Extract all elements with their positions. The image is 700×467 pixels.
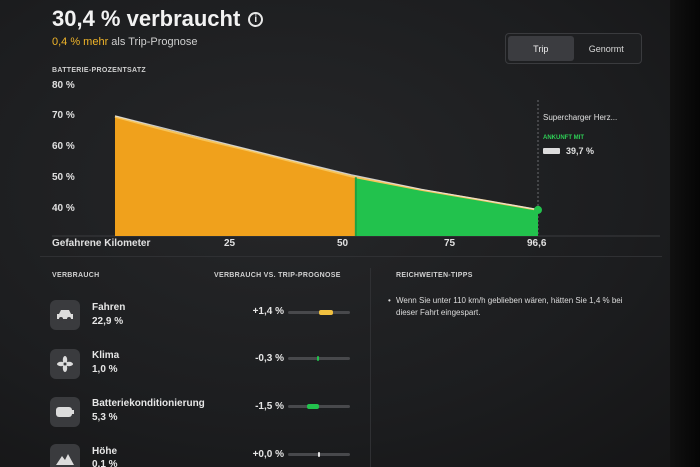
row-value: 22,9 % bbox=[92, 316, 124, 327]
row-label: Höhe bbox=[92, 446, 117, 457]
page-title: 30,4 % verbraucht i bbox=[52, 6, 264, 32]
diff-bar bbox=[288, 452, 350, 457]
diff-bar bbox=[288, 356, 350, 361]
tab-genormt[interactable]: Genormt bbox=[588, 43, 624, 54]
consumption-section-label: VERBRAUCH bbox=[52, 272, 100, 279]
diff-bar bbox=[288, 404, 350, 409]
remaining-energy-area bbox=[355, 177, 538, 236]
x-tick-label: 25 bbox=[224, 238, 236, 249]
row-label: Klima bbox=[92, 350, 120, 361]
car-icon bbox=[50, 300, 80, 330]
arrival-point[interactable] bbox=[534, 205, 542, 214]
mountain-icon bbox=[50, 444, 80, 467]
row-diff: +0,0 % bbox=[252, 449, 284, 460]
y-tick-label: 40 % bbox=[52, 203, 75, 214]
used-energy-area bbox=[115, 116, 356, 236]
fan-icon bbox=[50, 349, 80, 379]
trip-forecast-delta: 0,4 % mehr als Trip-Prognose bbox=[52, 36, 198, 48]
battery-icon bbox=[50, 397, 80, 427]
arrival-label: ANKUNFT MIT bbox=[543, 135, 584, 141]
battery-level-icon bbox=[543, 148, 560, 154]
diff-bar-fill bbox=[317, 356, 320, 361]
compare-section-label: VERBRAUCH VS. TRIP-PROGNOSE bbox=[214, 272, 341, 279]
divider bbox=[40, 256, 662, 257]
range-tip: • Wenn Sie unter 110 km/h geblieben wäre… bbox=[388, 296, 623, 317]
arrival-value: 39,7 % bbox=[543, 146, 594, 156]
row-diff: -0,3 % bbox=[255, 353, 284, 364]
row-value: 1,0 % bbox=[92, 364, 118, 375]
diff-bar bbox=[288, 310, 350, 315]
x-tick-label: 96,6 bbox=[527, 238, 547, 249]
y-tick-label: 60 % bbox=[52, 141, 75, 152]
info-icon[interactable]: i bbox=[248, 11, 264, 27]
tab-trip[interactable]: Trip bbox=[508, 36, 574, 61]
tips-section-label: REICHWEITEN-TIPPS bbox=[396, 272, 473, 279]
diff-bar-fill bbox=[318, 452, 321, 457]
screen-bezel bbox=[670, 0, 700, 467]
destination-name[interactable]: Supercharger Herz... bbox=[543, 113, 618, 122]
divider bbox=[370, 268, 371, 467]
mode-toggle: Trip Genormt bbox=[505, 33, 642, 64]
x-tick-label: 50 bbox=[337, 238, 349, 249]
forecast-series-line bbox=[114, 115, 539, 211]
diff-bar-fill bbox=[306, 404, 319, 409]
row-diff: -1,5 % bbox=[255, 401, 284, 412]
chart-title: BATTERIE-PROZENTSATZ bbox=[52, 67, 147, 74]
row-label: Fahren bbox=[92, 302, 126, 313]
x-axis-label: Gefahrene Kilometer bbox=[52, 238, 151, 249]
diff-bar-fill bbox=[319, 310, 334, 315]
row-label: Batteriekonditionierung bbox=[92, 398, 205, 409]
bullet-icon: • bbox=[388, 296, 391, 305]
row-value: 5,3 % bbox=[92, 412, 118, 423]
battery-chart[interactable] bbox=[0, 0, 700, 260]
y-tick-label: 70 % bbox=[52, 110, 75, 121]
y-tick-label: 80 % bbox=[52, 80, 75, 91]
row-diff: +1,4 % bbox=[252, 306, 284, 317]
y-tick-label: 50 % bbox=[52, 172, 75, 183]
row-value: 0,1 % bbox=[92, 459, 118, 467]
x-tick-label: 75 bbox=[444, 238, 456, 249]
